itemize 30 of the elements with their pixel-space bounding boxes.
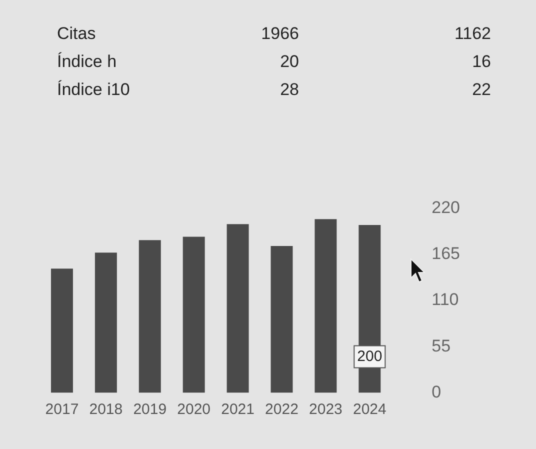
text: 1966: [260, 23, 299, 45]
text: 22: [471, 79, 491, 101]
x-tick-label: 2021: [221, 400, 254, 418]
bar: [94, 252, 117, 393]
x-tick-label: 2019: [133, 400, 167, 418]
text: 1162: [453, 23, 491, 45]
text: 16: [471, 51, 491, 73]
text: Índice h: [57, 51, 118, 73]
y-tick-label: 220: [432, 198, 460, 217]
y-tick-label: 0: [432, 382, 442, 402]
bar: [270, 246, 293, 393]
y-tick-label: 55: [432, 336, 451, 356]
x-tick-label: 2023: [309, 400, 342, 418]
text: Índice i10: [57, 79, 131, 101]
x-tick-label: 2022: [265, 400, 298, 418]
bar: [182, 236, 205, 393]
x-tick-label: 2020: [177, 400, 211, 418]
x-tick-label: 2018: [89, 400, 123, 418]
text: 20: [279, 51, 299, 73]
y-tick-label: 110: [432, 290, 459, 310]
bar: [50, 268, 73, 393]
x-tick-label: 2024: [352, 400, 386, 418]
data-label: 200: [357, 348, 382, 365]
text: 28: [279, 79, 299, 101]
bar: [138, 240, 161, 393]
text: Citas: [57, 23, 97, 45]
x-tick-label: 2017: [45, 400, 79, 418]
y-tick-label: 165: [432, 244, 460, 264]
bar: [314, 219, 337, 393]
bar: [226, 224, 249, 393]
